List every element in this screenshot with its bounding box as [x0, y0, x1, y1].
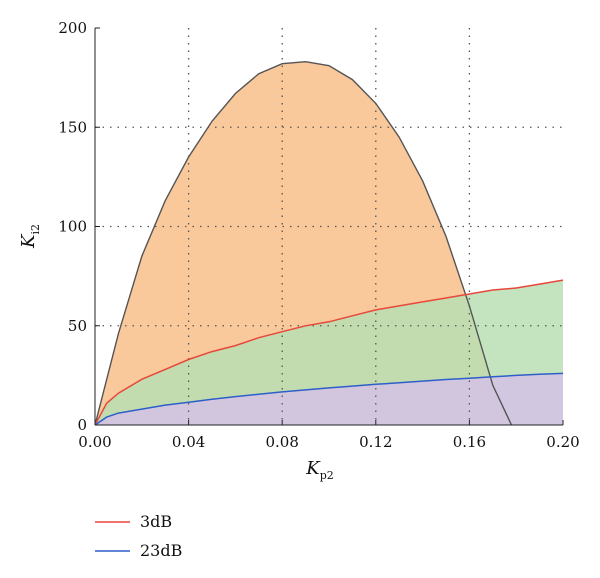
x-tick-label: 0.16 — [453, 433, 486, 451]
series-line-23db — [94, 372, 564, 426]
region-fills — [95, 61, 563, 425]
legend-label-23db: 23dB — [140, 541, 182, 560]
region-fill-23db — [95, 373, 563, 425]
x-tick-label: 0.20 — [546, 433, 579, 451]
boundary-curve — [94, 60, 513, 426]
x-tick-label: 0.04 — [172, 433, 205, 451]
series-line-3db — [94, 279, 564, 426]
curves — [94, 60, 564, 426]
y-tick-label: 0 — [77, 416, 87, 434]
x-tick-label: 0.00 — [78, 433, 111, 451]
y-tick-label: 50 — [68, 317, 87, 335]
y-tick-label: 150 — [58, 118, 87, 136]
x-tick-label: 0.08 — [265, 433, 298, 451]
y-axis-label: Ki2 — [18, 224, 42, 249]
y-tick-label: 100 — [58, 218, 87, 236]
x-axis-label: Kp2 — [305, 458, 334, 482]
legend-label-3db: 3dB — [140, 512, 172, 531]
axes — [94, 27, 564, 426]
legend: 3dB 23dB — [95, 512, 182, 560]
y-tick-label: 200 — [58, 19, 87, 37]
tick-labels: 0.00 0.04 0.08 0.12 0.16 0.20 0 50 100 150 200 — [58, 19, 579, 451]
x-tick-label: 0.12 — [359, 433, 392, 451]
